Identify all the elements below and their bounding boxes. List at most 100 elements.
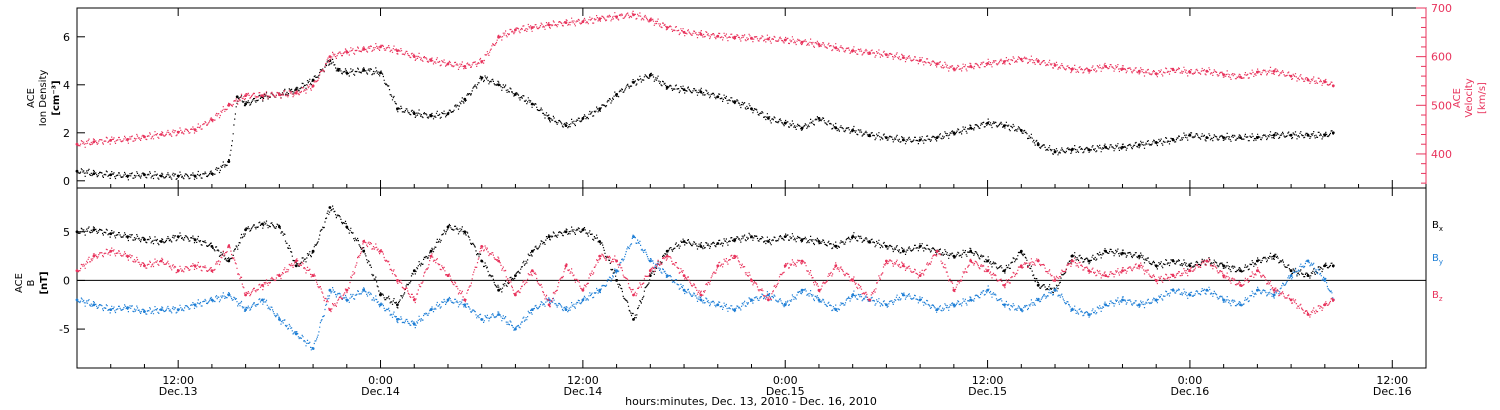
x-tick-time: 12:00 [1376, 374, 1408, 387]
by-point [851, 293, 855, 297]
bz-point [1331, 298, 1335, 302]
b-axis-label-line2: B [26, 279, 37, 286]
plasma-panel-frame [76, 7, 1427, 189]
by-point [294, 332, 298, 336]
plasma-panel: 0 2 4 6 400 500 600 700 ACE Ion Density [cm⁻³]… [26, 2, 1488, 189]
b-axis-unit: [nT] [39, 271, 50, 294]
by-point [817, 298, 821, 302]
velocity-axis-title: ACE Velocity [km/s] [1452, 78, 1488, 117]
b-axis-ticks: -5 0 5 [59, 226, 85, 336]
velocity-point [362, 48, 366, 51]
x-axis-ticks: 12:00Dec.130:00Dec.1412:00Dec.140:00Dec.… [110, 8, 1427, 398]
bx-point [969, 249, 973, 253]
b-tick-label: -5 [59, 323, 70, 336]
magnetic-panel: -5 0 5 ACE B [nT] Bx By Bz [14, 187, 1443, 369]
magnetic-legend: Bx By Bz [1432, 220, 1443, 303]
bx-point [1137, 254, 1141, 258]
density-tick-label: 4 [63, 79, 70, 92]
legend-by: By [1432, 253, 1443, 266]
density-point [598, 107, 602, 111]
bz-point [1019, 264, 1023, 268]
velocity-point [429, 59, 433, 62]
b-axis-title: ACE B [nT] [14, 271, 50, 294]
velocity-tick-label: 600 [1431, 51, 1452, 64]
b-tick-label: 0 [63, 274, 70, 287]
density-axis-label-line1: ACE [26, 88, 37, 108]
velocity-tick-label: 700 [1431, 2, 1452, 15]
x-tick-time: 12:00 [567, 374, 599, 387]
bx-point [1272, 254, 1276, 258]
density-point [648, 73, 652, 77]
bx-point [1121, 251, 1124, 255]
bz-point [598, 254, 602, 258]
velocity-axis-label-line1: ACE [1452, 88, 1463, 108]
b-tick-label: 5 [63, 226, 70, 239]
legend-bx: Bx [1432, 220, 1443, 233]
x-tick-day: Dec.15 [766, 385, 805, 398]
by-point [1121, 298, 1124, 302]
velocity-point [1121, 67, 1124, 71]
density-trace [77, 58, 1334, 181]
bx-point [396, 303, 399, 307]
density-axis-label-line2: Ion Density [38, 70, 49, 127]
x-tick-time: 0:00 [773, 374, 798, 387]
bz-point [817, 288, 821, 292]
velocity-tick-label: 400 [1431, 148, 1452, 161]
x-tick-time: 0:00 [1178, 374, 1203, 387]
velocity-trace [77, 10, 1334, 148]
x-tick-day: Dec.14 [361, 385, 400, 398]
density-point [699, 90, 703, 94]
x-tick-day: Dec.16 [1373, 385, 1412, 398]
density-point [227, 160, 231, 164]
velocity-point [817, 43, 821, 46]
density-point [1121, 145, 1124, 149]
density-tick-label: 6 [63, 31, 70, 44]
magnetic-series [75, 205, 1335, 351]
bx-point [227, 259, 231, 263]
density-point [235, 95, 239, 99]
x-tick-time: 12:00 [162, 374, 194, 387]
density-point [429, 114, 433, 118]
density-tick-label: 2 [63, 127, 70, 140]
bz-point [547, 303, 551, 307]
velocity-point [244, 94, 248, 97]
density-axis-title: ACE Ion Density [cm⁻³] [26, 70, 62, 127]
velocity-axis-label-line2: Velocity [1464, 78, 1475, 117]
bz-trace [77, 239, 1334, 318]
by-point [1323, 279, 1327, 282]
bz-point [733, 254, 736, 258]
density-point [1272, 133, 1276, 137]
x-tick-time: 0:00 [368, 374, 393, 387]
velocity-axis-unit: [km/s] [1477, 82, 1488, 114]
by-point [1272, 293, 1276, 297]
bz-point [143, 264, 146, 268]
velocity-axis-ticks: 400 500 600 700 [1416, 2, 1452, 188]
density-axis-ticks: 0 2 4 6 [63, 31, 85, 188]
bx-point [244, 228, 248, 232]
legend-bz: Bz [1432, 290, 1443, 303]
bx-point [294, 264, 298, 268]
by-trace [77, 234, 1334, 351]
density-point [244, 102, 248, 106]
x-axis-label: hours:minutes, Dec. 13, 2010 - Dec. 16, … [625, 395, 877, 408]
x-tick-time: 12:00 [972, 374, 1004, 387]
bz-point [564, 264, 568, 268]
bz-point [885, 259, 888, 263]
density-point [547, 117, 551, 120]
x-tick-day: Dec.16 [1171, 385, 1210, 398]
bx-point [1019, 249, 1023, 253]
velocity-series [75, 10, 1335, 148]
bz-point [412, 298, 416, 302]
density-series [75, 58, 1335, 181]
density-axis-unit: [cm⁻³] [51, 80, 62, 115]
velocity-tick-label: 500 [1431, 99, 1452, 112]
x-tick-day: Dec.15 [968, 385, 1007, 398]
by-point [598, 288, 602, 292]
bx-point [547, 235, 551, 239]
bx-point [817, 240, 821, 243]
velocity-point [1272, 69, 1276, 73]
x-tick-day: Dec.14 [563, 385, 602, 398]
b-axis-label-line1: ACE [14, 273, 25, 293]
bz-point [1121, 269, 1124, 273]
